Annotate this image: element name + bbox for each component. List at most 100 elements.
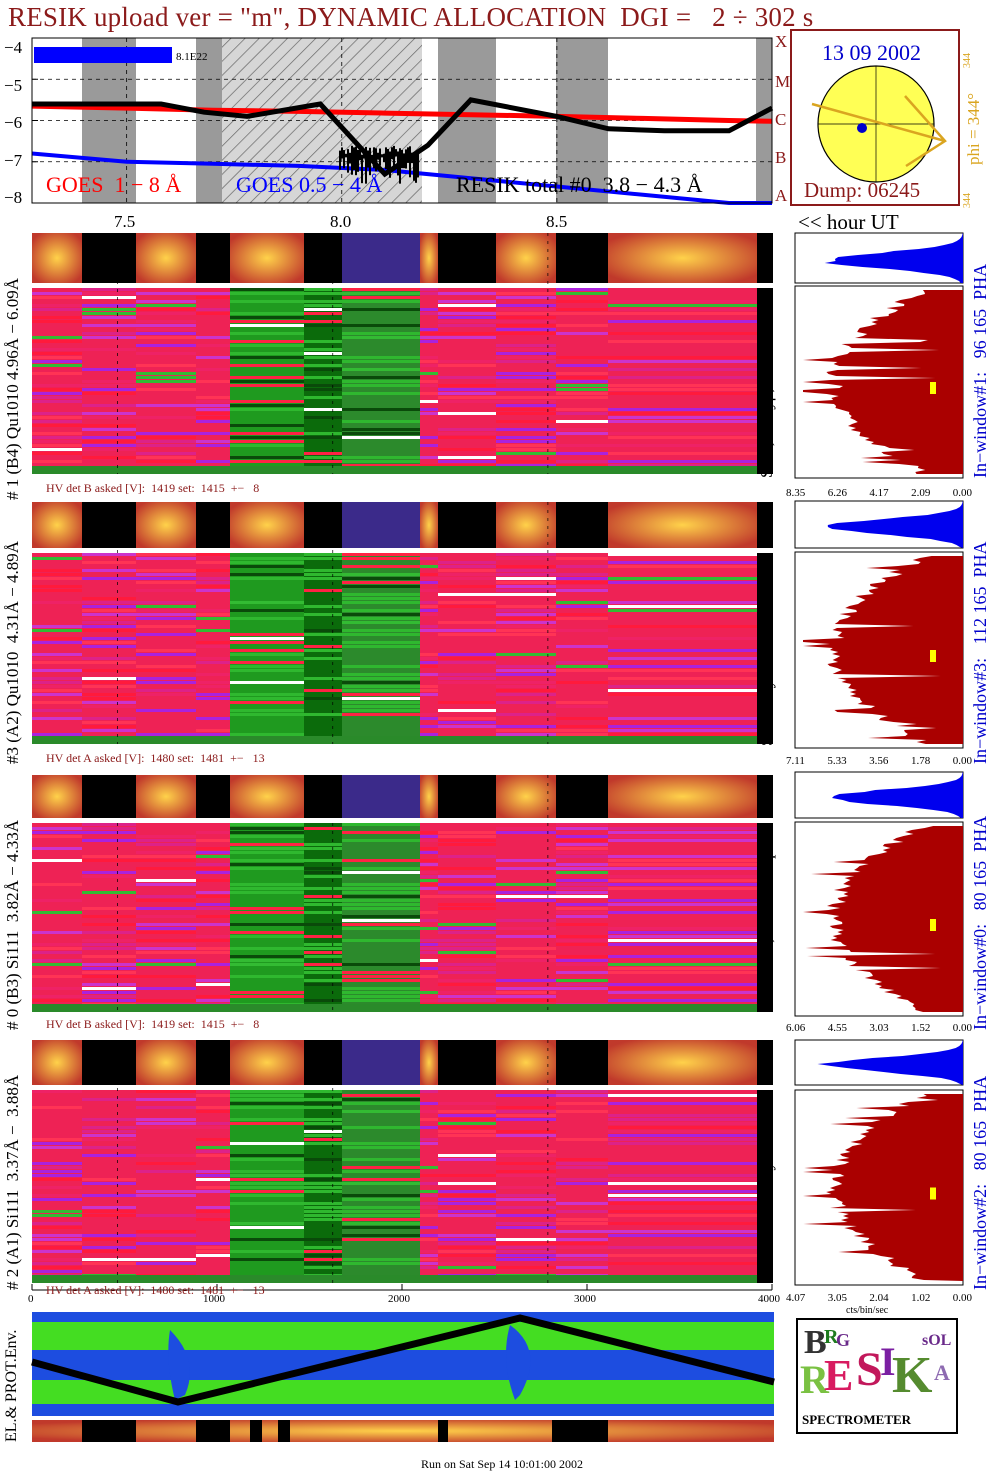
heatmap-streak	[342, 1158, 420, 1161]
time-tick: 8.0	[330, 212, 352, 231]
heatmap-streak	[230, 887, 304, 890]
heatmap-streak	[136, 1090, 196, 1093]
heatmap-streak	[196, 444, 230, 447]
heatmap-streak	[304, 288, 342, 291]
heatmap-streak	[496, 344, 556, 347]
heatmap-streak	[438, 1174, 496, 1177]
heatmap-streak	[230, 1194, 304, 1197]
heatmap-streak	[496, 444, 556, 447]
heatmap-streak	[420, 959, 438, 962]
heatmap-streak	[196, 577, 230, 580]
heatmap-streak	[556, 1222, 608, 1225]
heatmap-streak	[556, 565, 608, 568]
heatmap-streak	[608, 1126, 757, 1129]
heatmap-streak	[82, 1258, 136, 1261]
heatmap-streak	[230, 709, 304, 712]
strip-edge	[757, 233, 773, 283]
heatmap-streak	[342, 1206, 420, 1209]
heatmap-streak	[438, 991, 496, 994]
heatmap-streak	[32, 364, 82, 367]
heatmap-streak	[496, 995, 556, 998]
heatmap-block	[230, 553, 304, 744]
heatmap-streak	[438, 577, 496, 580]
heatmap-streak	[420, 400, 438, 403]
heatmap-streak	[496, 1194, 556, 1197]
heatmap-streak	[608, 356, 757, 359]
heatmap-streak	[420, 1174, 438, 1177]
heatmap-streak	[496, 1238, 556, 1241]
heatmap-streak	[420, 557, 438, 560]
heatmap-streak	[136, 589, 196, 592]
heatmap-streak	[136, 681, 196, 684]
heatmap-streak	[342, 665, 420, 668]
heatmap-streak	[608, 444, 757, 447]
heatmap-streak	[304, 569, 342, 572]
heatmap-block	[608, 553, 757, 744]
phi-label: phi = 344°	[964, 92, 983, 165]
heatmap-streak	[304, 895, 342, 898]
heatmap-edge	[757, 288, 773, 474]
heatmap-block	[438, 553, 496, 744]
heatmap-streak	[136, 677, 196, 680]
strip-segment	[556, 502, 608, 548]
heatmap-streak	[438, 1130, 496, 1133]
strip-segment	[608, 775, 757, 818]
heatmap-streak	[32, 657, 82, 660]
heatmap-streak	[196, 903, 230, 906]
heatmap-streak	[32, 412, 82, 415]
heatmap-streak	[82, 424, 136, 427]
heatmap-streak	[304, 827, 342, 830]
heatmap-streak	[420, 1202, 438, 1205]
heatmap-streak	[32, 701, 82, 704]
heatmap-streak	[82, 332, 136, 335]
heatmap-streak	[32, 308, 82, 311]
heatmap-streak	[496, 733, 556, 736]
heatmap-streak	[32, 717, 82, 720]
heatmap-streak	[136, 1106, 196, 1109]
heatmap-streak	[136, 669, 196, 672]
heatmap-streak	[496, 304, 556, 307]
heatmap-streak	[556, 380, 608, 383]
heatmap-streak	[304, 1214, 342, 1217]
heatmap-streak	[556, 939, 608, 942]
heatmap-streak	[420, 577, 438, 580]
heatmap-streak	[608, 1118, 757, 1121]
heatmap-streak	[556, 959, 608, 962]
class-letter: M	[775, 72, 791, 91]
heatmap-streak	[342, 915, 420, 918]
heatmap-streak	[496, 460, 556, 463]
heatmap-streak	[608, 1190, 757, 1193]
heatmap-streak	[196, 1242, 230, 1245]
heatmap-streak	[32, 1270, 82, 1273]
heatmap-streak	[420, 1254, 438, 1257]
heatmap-streak	[82, 657, 136, 660]
heatmap-streak	[32, 352, 82, 355]
heatmap-streak	[136, 344, 196, 347]
heatmap-streak	[496, 464, 556, 467]
heatmap-streak	[496, 681, 556, 684]
channel-right-label: Ar XVIIw, SXV 1s−np	[757, 850, 776, 1012]
heatmap-streak	[496, 1242, 556, 1245]
heatmap-streak	[608, 883, 757, 886]
heatmap-streak	[420, 943, 438, 946]
heatmap-streak	[496, 1162, 556, 1165]
heatmap-streak	[608, 963, 757, 966]
channel-left-label: # 1 (B4) Qu1010 4.96Å − 6.09Å	[3, 277, 22, 500]
heatmap-streak	[82, 871, 136, 874]
heatmap-streak	[608, 931, 757, 934]
heatmap-streak	[556, 1178, 608, 1181]
heatmap-streak	[32, 1198, 82, 1201]
heatmap-streak	[438, 943, 496, 946]
env-strip	[32, 1420, 774, 1442]
heatmap-streak	[342, 1110, 420, 1113]
heatmap-streak	[342, 288, 420, 291]
strip-segment	[342, 1040, 420, 1085]
heatmap-streak	[608, 665, 757, 668]
heatmap-streak	[304, 1118, 342, 1121]
heatmap-streak	[342, 1214, 420, 1217]
heatmap-streak	[420, 288, 438, 291]
heatmap-streak	[32, 392, 82, 395]
heatmap-streak	[304, 899, 342, 902]
heatmap-streak	[556, 1246, 608, 1249]
heatmap-streak	[82, 1178, 136, 1181]
